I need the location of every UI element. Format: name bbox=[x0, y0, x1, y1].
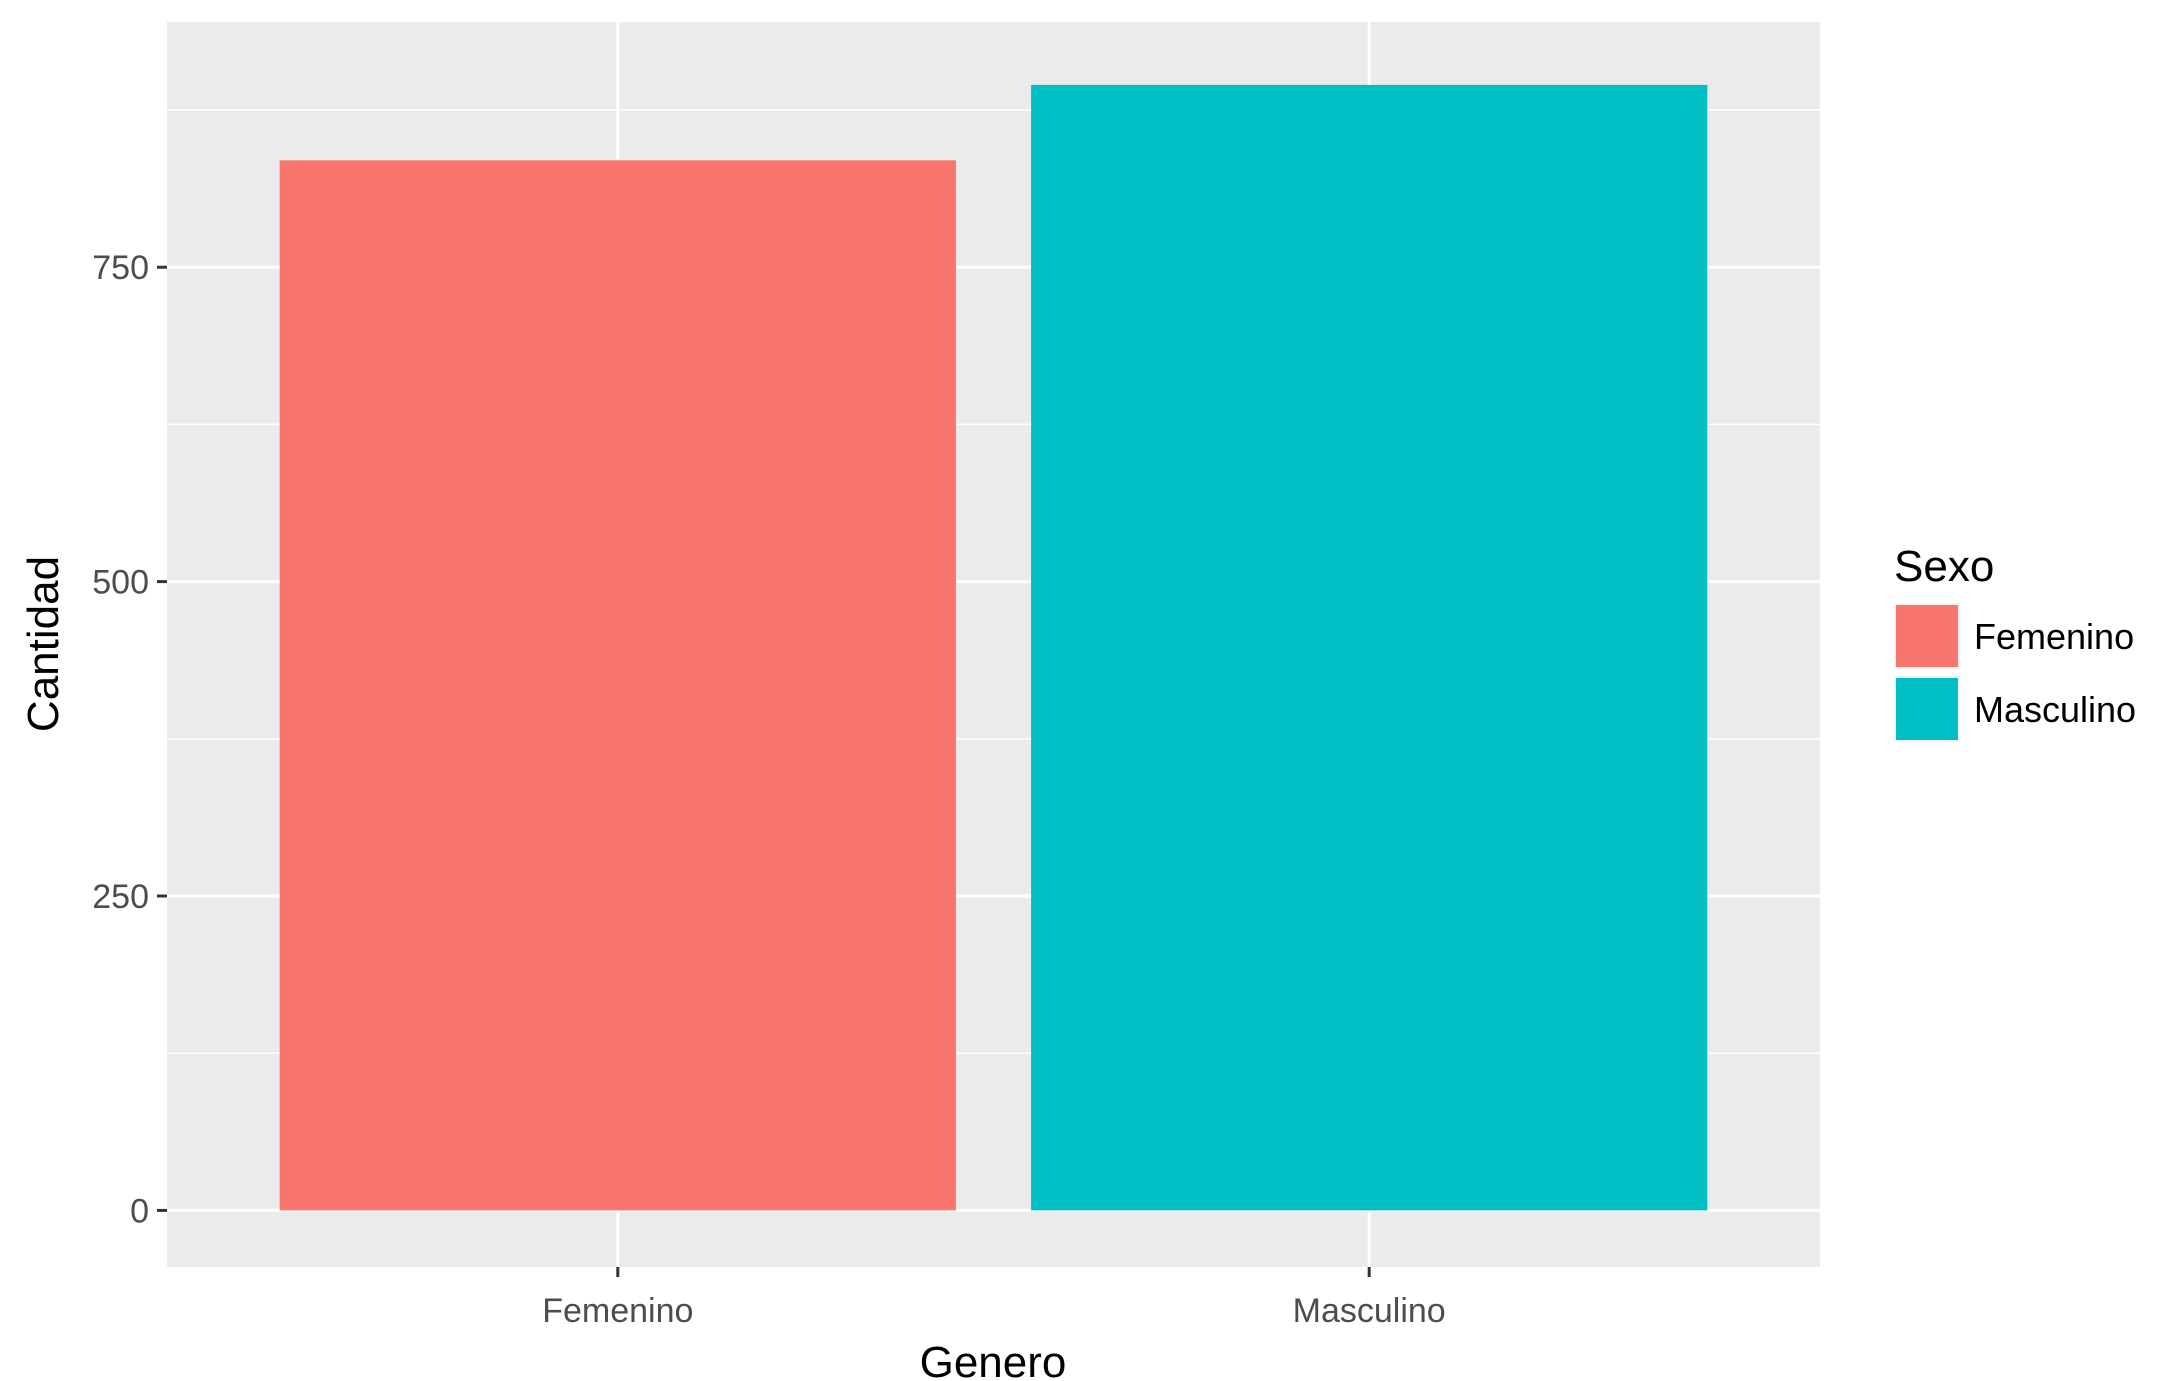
legend-title: Sexo bbox=[1894, 542, 1994, 591]
legend: Sexo Femenino Masculino bbox=[1894, 542, 2136, 742]
x-axis-title: Genero bbox=[920, 1338, 1067, 1381]
y-tick-label: 250 bbox=[92, 878, 149, 916]
legend-label: Femenino bbox=[1974, 616, 2134, 657]
y-tick-label: 750 bbox=[92, 249, 149, 287]
axes: 0 250 500 750 Femenino Masculino bbox=[92, 249, 1445, 1330]
x-tick-label: Masculino bbox=[1293, 1292, 1446, 1330]
bar-femenino bbox=[279, 160, 956, 1211]
x-tick-label: Femenino bbox=[542, 1292, 693, 1330]
bar-masculino bbox=[1031, 84, 1708, 1211]
legend-key-swatch bbox=[1896, 605, 1958, 667]
y-axis-title: Cantidad bbox=[19, 556, 68, 732]
y-tick-label: 0 bbox=[130, 1192, 149, 1230]
legend-items: Femenino Masculino bbox=[1894, 603, 2136, 742]
legend-key-swatch bbox=[1896, 678, 1958, 740]
bars bbox=[279, 84, 1708, 1211]
y-tick-label: 500 bbox=[92, 564, 149, 602]
legend-label: Masculino bbox=[1974, 689, 2136, 730]
